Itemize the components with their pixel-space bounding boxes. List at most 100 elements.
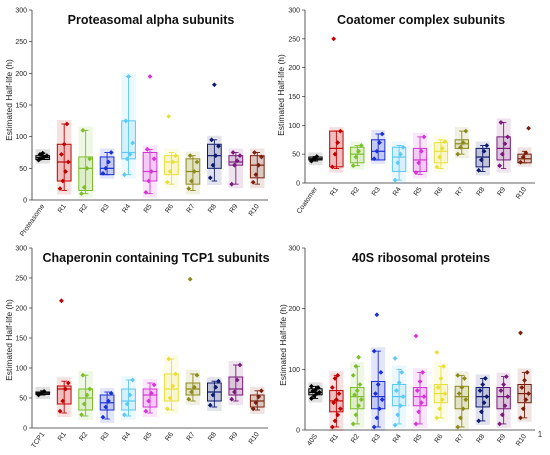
data-point	[81, 401, 87, 407]
data-point	[167, 395, 173, 401]
data-point	[36, 392, 42, 398]
data-point	[100, 414, 106, 420]
data-point	[400, 144, 406, 150]
data-point	[40, 150, 46, 156]
data-point	[371, 156, 377, 162]
box-40s	[308, 382, 323, 403]
panel-coatomer: Coatomer complex subunits Estimated Half…	[276, 8, 535, 215]
data-point	[229, 181, 235, 187]
box-r7	[185, 151, 201, 195]
box-r10	[517, 125, 532, 167]
box-r2	[350, 141, 365, 170]
data-point	[439, 146, 445, 151]
y-tick-label: 0	[296, 181, 300, 188]
data-point	[44, 153, 50, 159]
box-iqr	[121, 388, 136, 411]
data-point	[147, 74, 153, 79]
category-label: R9	[229, 203, 240, 214]
data-point	[358, 143, 364, 148]
box-iqr	[78, 388, 94, 411]
data-point	[127, 152, 133, 157]
data-point	[191, 384, 197, 390]
category-label: R6	[434, 186, 445, 197]
y-tick-label: 100	[15, 366, 27, 373]
category-label: R2	[350, 433, 361, 444]
data-point	[481, 148, 487, 154]
data-point	[232, 162, 237, 168]
data-point	[481, 400, 487, 406]
y-tick-label: 300	[288, 246, 300, 253]
data-point	[375, 382, 381, 387]
box-r6	[164, 114, 179, 189]
data-point	[518, 159, 523, 165]
data-point	[484, 143, 490, 148]
y-tick-label: 300	[288, 8, 300, 15]
box-iqr	[433, 142, 449, 164]
data-point	[100, 171, 106, 176]
data-point	[434, 349, 440, 355]
data-point	[373, 391, 378, 396]
data-point	[186, 186, 192, 191]
data-point	[394, 388, 399, 393]
data-point	[518, 415, 523, 421]
data-point	[331, 36, 337, 42]
data-point	[441, 363, 446, 369]
data-point	[356, 354, 362, 360]
data-point	[210, 392, 216, 398]
data-point	[379, 397, 385, 403]
data-point	[480, 382, 486, 387]
data-point	[309, 158, 314, 164]
category-label: R10	[515, 433, 528, 448]
data-point	[356, 403, 362, 409]
data-point	[313, 387, 318, 393]
box-iqr	[142, 152, 158, 182]
data-point	[398, 403, 403, 409]
y-tick-label: 50	[292, 152, 300, 159]
data-point	[455, 373, 461, 378]
data-point	[502, 141, 508, 147]
data-point	[187, 276, 193, 282]
y-tick-label: 50	[19, 396, 27, 403]
y-tick-label: 300	[15, 8, 27, 15]
y-tick-label: 200	[15, 306, 27, 313]
category-label: R5	[413, 433, 424, 444]
box-r4	[391, 356, 407, 428]
box-tcp1	[35, 386, 51, 399]
category-label: R8	[475, 433, 486, 444]
data-point	[416, 409, 422, 415]
category-label: R6	[164, 203, 175, 214]
y-tick-label: 250	[288, 36, 300, 43]
data-point	[232, 389, 237, 395]
data-point	[353, 412, 359, 418]
data-point	[80, 127, 86, 133]
box-r1	[56, 298, 72, 417]
data-point	[379, 131, 385, 137]
category-label: R1	[329, 186, 340, 197]
data-point	[438, 376, 444, 381]
data-point	[459, 385, 465, 390]
box-r7	[185, 276, 201, 405]
data-point	[421, 134, 427, 140]
box-r1	[56, 120, 72, 195]
data-point	[374, 415, 380, 421]
data-point	[106, 398, 111, 404]
data-point	[458, 144, 463, 150]
data-point	[476, 418, 482, 424]
data-point	[392, 177, 398, 183]
data-point	[395, 160, 401, 166]
data-point	[335, 373, 341, 378]
data-point	[130, 140, 136, 146]
box-proteasome	[35, 149, 51, 164]
box-r5	[412, 132, 428, 179]
data-point	[455, 424, 461, 430]
data-point	[421, 394, 427, 400]
category-label: R8	[475, 186, 486, 197]
category-label: R1	[57, 431, 68, 442]
data-point	[505, 134, 511, 140]
data-point	[123, 118, 129, 124]
data-point	[64, 121, 70, 127]
data-point	[458, 415, 463, 421]
panel-title: Chaperonin containing TCP1 subunits	[42, 251, 269, 265]
data-point	[413, 421, 419, 427]
category-label: 40S	[306, 433, 319, 447]
